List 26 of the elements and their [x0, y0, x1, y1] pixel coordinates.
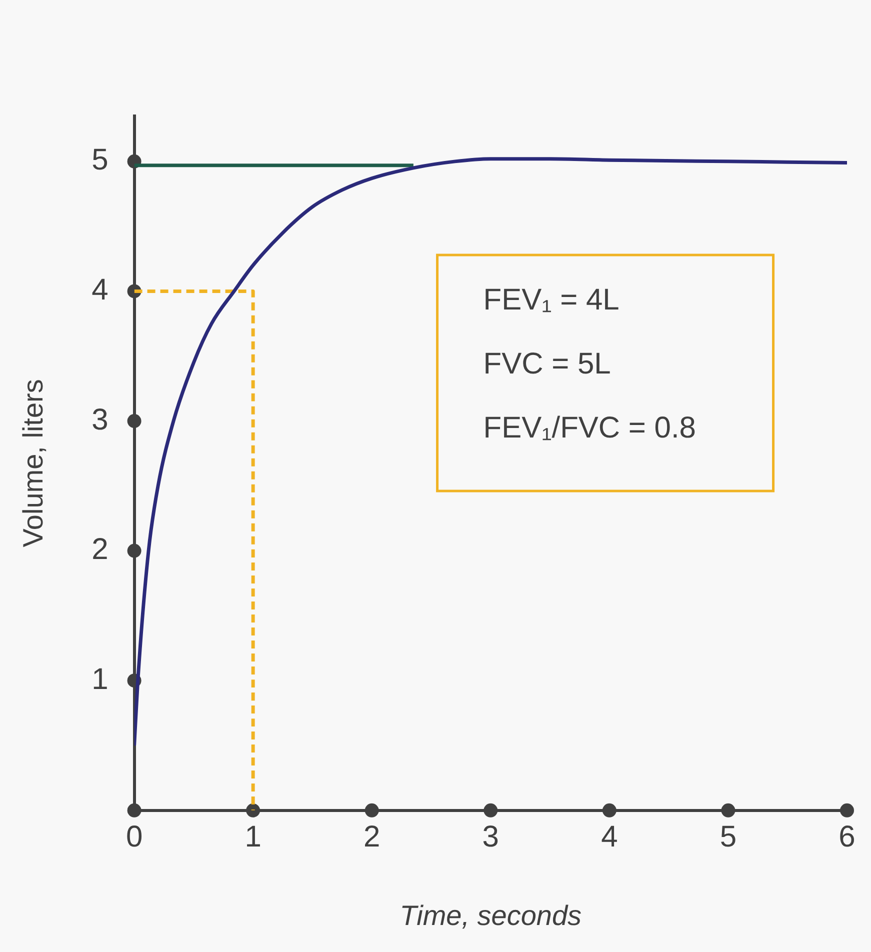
x-tick-label: 4: [601, 820, 618, 854]
point: [721, 803, 736, 818]
point: [127, 544, 142, 558]
x-tick-label: 6: [838, 820, 856, 854]
point: [127, 414, 142, 428]
y-tick-label: 4: [92, 273, 108, 306]
x-tick-label: 3: [482, 820, 499, 854]
point: [602, 803, 616, 818]
y-tick-label: 2: [92, 533, 108, 566]
y-tick-label: 5: [92, 144, 108, 177]
x-tick-label: 1: [244, 820, 262, 854]
point: [127, 803, 142, 818]
annotation: FVC = 5L: [483, 347, 611, 380]
point: [246, 803, 260, 818]
annotation: FEV₁ = 4L: [483, 283, 620, 316]
x-tick-label: 0: [126, 820, 143, 854]
point: [484, 803, 498, 818]
x-tick-label: 2: [364, 820, 380, 854]
annotation: FEV₁/FVC = 0.8: [483, 411, 696, 444]
y-axis-title: Volume, liters: [18, 379, 49, 548]
point: [840, 803, 854, 818]
y-tick-label: 1: [92, 662, 108, 696]
x-tick-label: 5: [720, 820, 737, 854]
x-axis-title: Time, seconds: [400, 900, 582, 931]
point: [364, 803, 379, 818]
y-tick-label: 3: [92, 403, 108, 436]
